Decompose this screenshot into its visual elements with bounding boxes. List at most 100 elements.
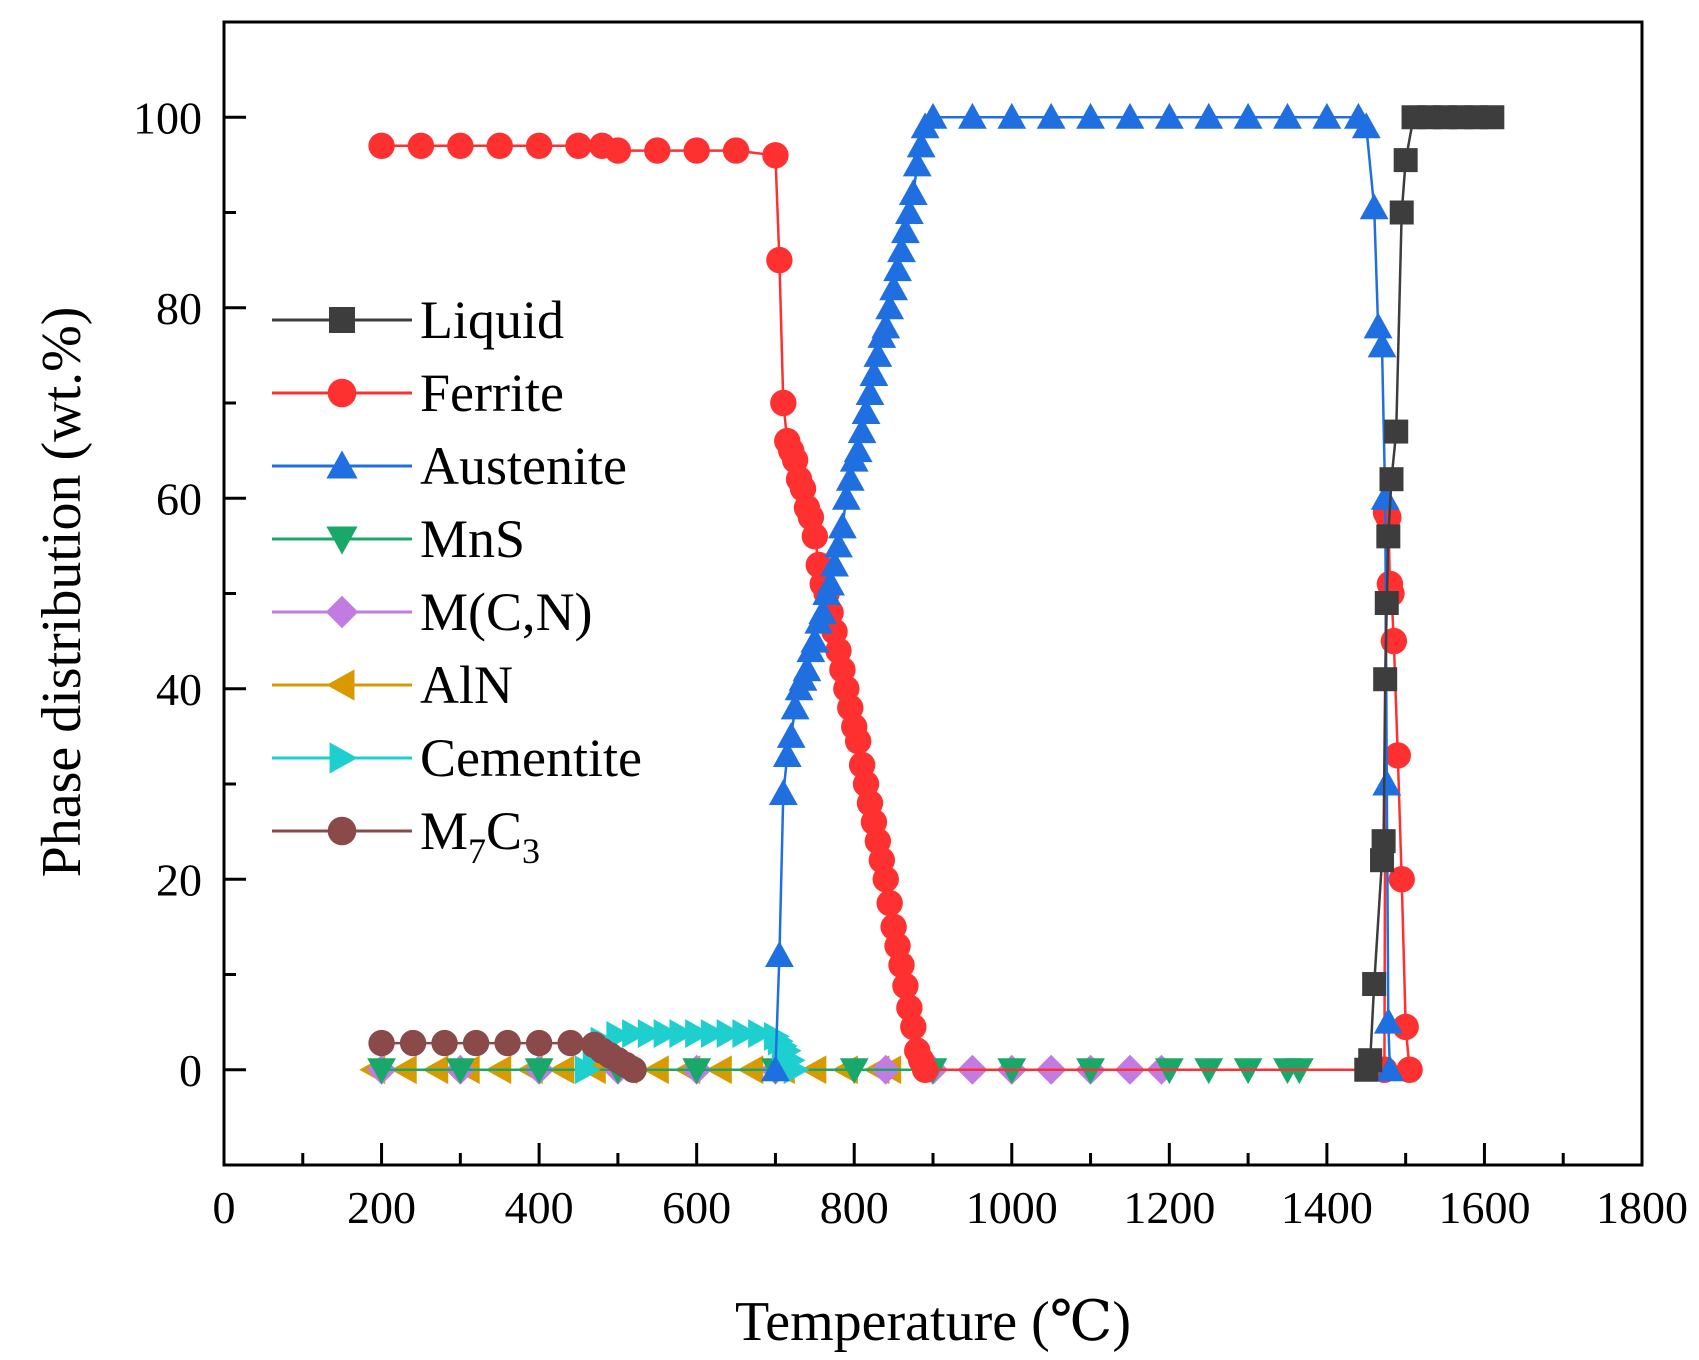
data-point-ferrite (525, 132, 553, 160)
data-point-m7c3 (494, 1029, 521, 1057)
data-point-austenite (847, 417, 877, 444)
data-point-ferrite (762, 142, 789, 169)
data-point-ferrite (447, 132, 474, 160)
legend-item-austenite: Austenite (272, 436, 627, 496)
legend-marker (329, 307, 355, 333)
data-point-m7c3 (431, 1029, 458, 1057)
legend-marker (326, 450, 358, 479)
data-point-austenite (831, 483, 861, 510)
legend: Liquid Ferrite Austenite MnS M(C,N) AlN Cement… (272, 290, 642, 871)
legend-marker (327, 816, 357, 846)
data-point-ferrite (407, 132, 435, 160)
data-point-austenite (851, 398, 881, 425)
legend-label: M7C3 (420, 801, 540, 871)
data-point-mns (839, 1058, 869, 1085)
legend-marker (327, 378, 357, 408)
data-point-mns (445, 1058, 475, 1085)
series-m7c3 (368, 1029, 647, 1083)
data-point-austenite (879, 274, 909, 301)
data-point-austenite (898, 179, 928, 205)
data-point-cementite (637, 1019, 664, 1048)
data-point-austenite (772, 741, 802, 767)
data-point-liquid (1362, 972, 1387, 997)
data-point-austenite (1367, 331, 1397, 358)
data-point-ferrite (486, 132, 513, 160)
x-tick-label: 1000 (966, 1182, 1058, 1233)
y-axis-title: Phase distribution (wt.%) (31, 307, 93, 878)
series-ferrite (368, 132, 1423, 1083)
data-point-austenite (883, 255, 912, 282)
data-point-austenite (1363, 312, 1393, 339)
data-point-austenite (859, 360, 889, 386)
series-cementite (574, 1019, 810, 1085)
legend-label: M(C,N) (420, 582, 593, 642)
data-point-austenite (1359, 193, 1389, 220)
data-point-cementite (685, 1019, 712, 1048)
data-point-cementite (748, 1019, 775, 1048)
data-point-austenite (800, 626, 830, 653)
data-point-austenite (902, 150, 932, 177)
data-point-austenite (1373, 1007, 1403, 1034)
data-point-m7c3 (462, 1029, 490, 1057)
data-point-ferrite (770, 389, 797, 417)
data-point-austenite (835, 464, 865, 491)
legend-item-m-c-n: M(C,N) (272, 582, 593, 642)
data-point-liquid (1373, 667, 1398, 692)
data-point-ferrite (766, 246, 793, 274)
data-point-austenite (843, 436, 873, 463)
data-point-austenite (824, 531, 853, 558)
data-point-austenite (855, 379, 885, 405)
data-point-ferrite (844, 727, 872, 755)
data-point-austenite (820, 550, 849, 577)
data-point-m7c3 (368, 1029, 395, 1057)
data-point-austenite (957, 102, 987, 129)
legend-label: Austenite (420, 436, 627, 496)
data-point-austenite (891, 217, 920, 244)
legend-label: Ferrite (420, 363, 564, 423)
x-tick-label: 400 (505, 1182, 574, 1233)
x-tick-label: 800 (820, 1182, 889, 1233)
data-point-austenite (808, 598, 838, 625)
legend-label: AlN (420, 655, 513, 715)
y-tick-label: 20 (156, 854, 202, 905)
data-point-mns (682, 1058, 712, 1085)
data-point-m7c3 (525, 1029, 553, 1057)
data-point-austenite (1351, 112, 1381, 139)
legend-marker (329, 742, 358, 774)
x-axis-title: Temperature (℃) (735, 1291, 1131, 1353)
data-point-ferrite (565, 132, 592, 160)
data-point-mns (524, 1058, 554, 1085)
data-point-liquid (1384, 419, 1409, 444)
legend-item-cementite: Cementite (272, 728, 642, 788)
data-point-cementite (574, 1055, 601, 1085)
data-point-ferrite (900, 1013, 927, 1041)
data-point-austenite (1372, 769, 1402, 796)
legend-marker (326, 669, 355, 701)
data-point-cementite (622, 1019, 649, 1048)
legend-marker (325, 595, 359, 629)
x-tick-label: 1200 (1123, 1182, 1215, 1233)
legend-label: Cementite (420, 728, 642, 788)
x-tick-label: 200 (347, 1182, 416, 1233)
x-tick-label: 0 (213, 1182, 236, 1233)
x-tick-label: 600 (662, 1182, 731, 1233)
data-point-ferrite (604, 137, 632, 164)
data-point-liquid (1480, 105, 1505, 130)
data-point-austenite (1194, 102, 1224, 129)
data-point-liquid (1358, 1048, 1383, 1073)
data-point-ferrite (872, 866, 899, 893)
legend-label: Liquid (420, 290, 564, 350)
data-point-austenite (761, 1055, 790, 1082)
y-axis-ticks: 0 20 40 60 80 100 (133, 20, 246, 1167)
y-tick-label: 80 (156, 283, 202, 334)
data-point-mns (997, 1058, 1027, 1085)
data-point-m7c3 (399, 1029, 427, 1057)
data-point-mns (1233, 1058, 1263, 1085)
data-point-austenite (776, 721, 806, 748)
y-tick-label: 100 (133, 92, 202, 143)
data-point-liquid (1393, 148, 1418, 173)
data-point-ferrite (1396, 1056, 1423, 1083)
series-line-austenite (774, 116, 1392, 1070)
legend-item-mns: MnS (272, 509, 525, 569)
